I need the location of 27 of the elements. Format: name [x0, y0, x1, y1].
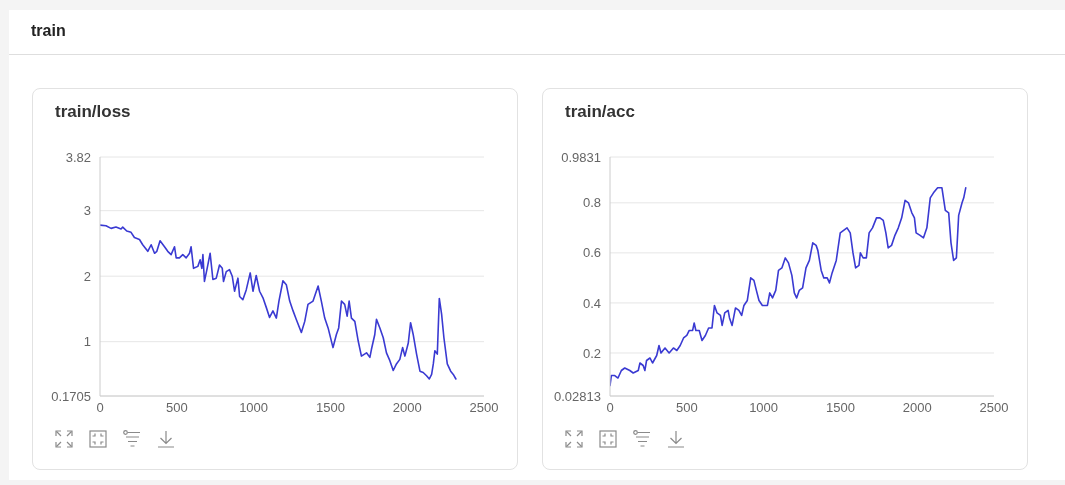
- y-tick-label: 0.8: [582, 195, 601, 211]
- x-tick-label: 1500: [825, 400, 855, 416]
- chart-title: train/loss: [55, 102, 131, 122]
- y-tick-label: 0.2: [582, 345, 601, 361]
- text: train: [31, 22, 66, 40]
- x-tick-label: 500: [165, 400, 188, 416]
- x-tick-label: 1000: [239, 400, 269, 416]
- chart-title: train/acc: [565, 102, 635, 122]
- y-tick-label: 0.6: [582, 245, 601, 261]
- x-tick-label: 1000: [749, 400, 779, 416]
- x-tick-label: 2000: [902, 400, 932, 416]
- y-tick-label: 0.4: [582, 295, 601, 311]
- x-tick-label: 2500: [979, 400, 1009, 416]
- line-series: [100, 224, 457, 380]
- y-tick-label: 0.9831: [561, 149, 601, 165]
- x-tick-label: 2000: [392, 400, 422, 416]
- x-tick-label: 0: [606, 400, 614, 416]
- y-tick-label: 3: [83, 203, 91, 219]
- y-tick-label: 0.02813: [554, 388, 601, 404]
- x-tick-label: 0: [96, 400, 104, 416]
- y-tick-label: 1: [83, 334, 91, 350]
- x-tick-label: 500: [675, 400, 698, 416]
- x-tick-label: 1500: [315, 400, 345, 416]
- y-tick-label: 2: [83, 268, 91, 284]
- x-tick-label: 2500: [469, 400, 499, 416]
- y-tick-label: 3.82: [65, 149, 91, 165]
- y-tick-label: 0.1705: [51, 388, 91, 404]
